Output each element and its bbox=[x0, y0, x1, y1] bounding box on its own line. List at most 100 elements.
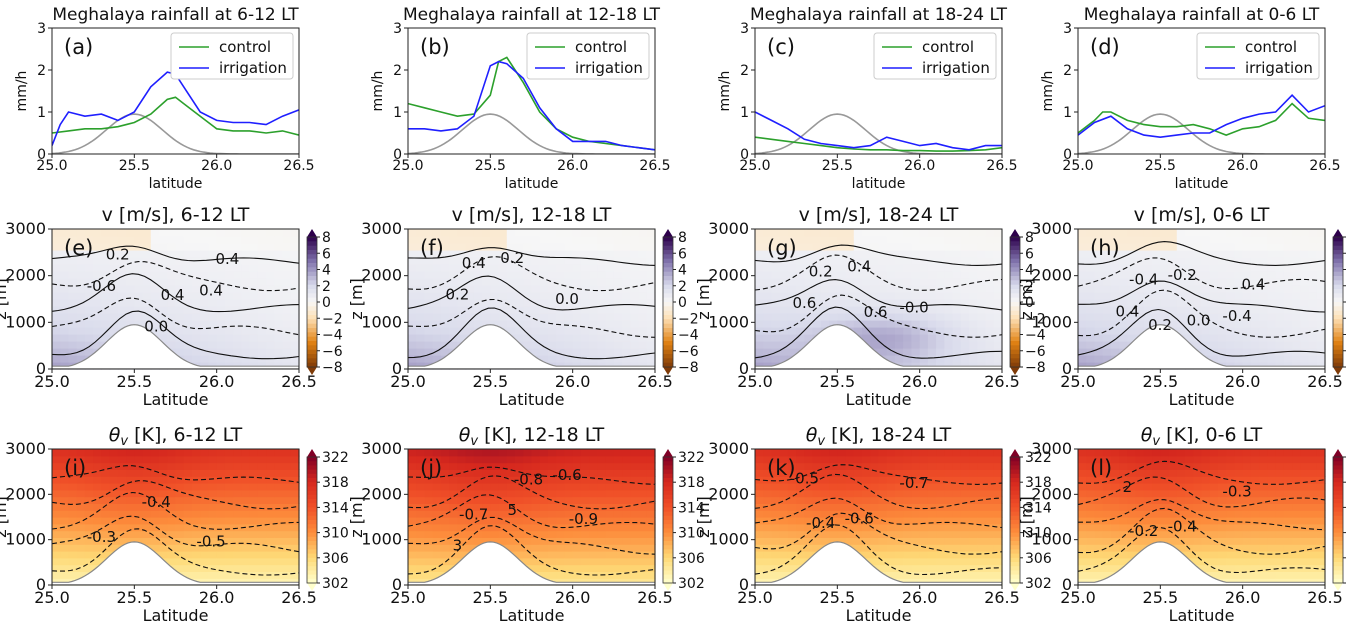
colorbar-tick-label: 318 bbox=[322, 475, 349, 491]
contour-label: -0.4 bbox=[806, 514, 835, 532]
colorbar-tick-label: 306 bbox=[1025, 551, 1052, 567]
contour-label: -0.7 bbox=[459, 506, 488, 524]
colorbar-tick-label: 322 bbox=[322, 450, 349, 466]
x-tick-label: 25.0 bbox=[1062, 158, 1093, 174]
contour-label: 5 bbox=[507, 501, 517, 519]
colorbar-tick-label: 314 bbox=[678, 500, 705, 516]
x-tick-label: 25.5 bbox=[119, 158, 150, 174]
x-tick-label: 25.0 bbox=[739, 158, 770, 174]
colorbar-frame bbox=[1332, 456, 1344, 584]
colorbar-tick-label: −8 bbox=[678, 360, 699, 376]
colorbar-bottom-arrow bbox=[1333, 583, 1343, 591]
contour-label: -0.9 bbox=[569, 510, 598, 528]
y-axis-label: mm/h bbox=[1040, 71, 1056, 112]
x-tick-label: 25.0 bbox=[390, 588, 426, 607]
y-tick-label: 2000 bbox=[361, 484, 402, 503]
plot-frame bbox=[51, 448, 300, 586]
colorbar-top-arrow bbox=[307, 229, 317, 237]
y-tick-label: 2 bbox=[1063, 63, 1072, 79]
panel-label: (d) bbox=[1090, 35, 1120, 59]
series-line-irrigation bbox=[408, 60, 655, 151]
terrain-mask bbox=[408, 541, 655, 585]
panel-label: (g) bbox=[767, 236, 797, 260]
terrain-mask bbox=[1078, 541, 1325, 585]
series-line-control bbox=[755, 136, 1002, 152]
contour-label: 0.2 bbox=[106, 245, 130, 263]
plot-frame bbox=[754, 448, 1003, 586]
x-tick-label: 26.5 bbox=[637, 588, 673, 607]
contour-label: -0.4 bbox=[142, 493, 171, 511]
contour-label: 0.2 bbox=[809, 262, 833, 280]
colorbar-bottom-arrow bbox=[1333, 367, 1343, 375]
x-tick-label: 25.0 bbox=[737, 372, 773, 391]
colorbar-tick-label: 302 bbox=[1025, 576, 1052, 592]
colorbar-tick-label: −6 bbox=[322, 344, 343, 360]
colorbar-top-arrow bbox=[1010, 449, 1020, 457]
contour-label: -0.4 bbox=[1222, 307, 1251, 325]
colorbar-tick-label: −6 bbox=[678, 344, 699, 360]
contour-line bbox=[408, 475, 655, 510]
contour-line bbox=[52, 273, 299, 313]
plot-frame bbox=[407, 228, 656, 370]
contour-label: 0.4 bbox=[161, 286, 185, 304]
contour-line bbox=[52, 261, 299, 292]
x-tick-label: 26.0 bbox=[904, 158, 935, 174]
plot-frame bbox=[754, 228, 1003, 370]
contour-label: -0.3 bbox=[1222, 482, 1251, 500]
x-tick-label: 26.0 bbox=[1225, 588, 1261, 607]
colorbar-tick-label: 2 bbox=[322, 279, 331, 295]
x-tick-label: 26.0 bbox=[199, 372, 235, 391]
y-tick-label: 2000 bbox=[5, 484, 46, 503]
colorbar-tick-label: 302 bbox=[678, 576, 705, 592]
y-axis-label: mm/h bbox=[717, 71, 733, 112]
x-tick-label: 26.5 bbox=[281, 588, 317, 607]
x-axis-label: latitude bbox=[1175, 176, 1229, 192]
y-tick-label: 2000 bbox=[1031, 484, 1072, 503]
colorbar-top-arrow bbox=[663, 449, 673, 457]
contour-line bbox=[52, 465, 299, 483]
panel-title: Meghalaya rainfall at 18-24 LT bbox=[750, 5, 1008, 25]
panel-label: (f) bbox=[420, 236, 444, 260]
x-axis-label: Latitude bbox=[143, 606, 209, 625]
contour-line bbox=[755, 473, 1002, 510]
contour-label: -0.4 bbox=[1129, 271, 1158, 289]
x-tick-label: 26.5 bbox=[1307, 588, 1343, 607]
contour-line bbox=[408, 256, 655, 292]
y-tick-label: 0 bbox=[392, 575, 402, 594]
series-line-control bbox=[52, 96, 299, 136]
x-axis-label: latitude bbox=[505, 176, 559, 192]
contour-line bbox=[755, 254, 1002, 291]
x-tick-label: 25.5 bbox=[1145, 158, 1176, 174]
y-tick-label: 3 bbox=[37, 21, 46, 37]
x-tick-label: 26.0 bbox=[557, 158, 588, 174]
colorbar-tick-label: −2 bbox=[322, 311, 343, 327]
x-tick-label: 26.5 bbox=[986, 158, 1017, 174]
legend-label-irrigation: irrigation bbox=[575, 59, 643, 77]
panel-title: v [m/s], 12-18 LT bbox=[452, 204, 612, 226]
y-tick-label: 3 bbox=[1063, 21, 1072, 37]
panel-title: Meghalaya rainfall at 12-18 LT bbox=[403, 5, 661, 25]
panel-label: (b) bbox=[420, 35, 450, 59]
colorbar-tick-label: 322 bbox=[1025, 450, 1052, 466]
colorbar-frame bbox=[662, 456, 674, 584]
contour-label: 0.0 bbox=[144, 318, 168, 336]
colorbar-tick-label: −8 bbox=[1025, 360, 1046, 376]
x-tick-label: 26.5 bbox=[984, 588, 1020, 607]
x-axis-label: Latitude bbox=[846, 390, 912, 409]
x-tick-label: 25.0 bbox=[36, 158, 67, 174]
y-tick-label: 0 bbox=[36, 575, 46, 594]
y-tick-label: 0 bbox=[37, 147, 46, 163]
x-tick-label: 25.0 bbox=[1060, 372, 1096, 391]
colorbar-top-arrow bbox=[1333, 449, 1343, 457]
x-tick-label: 26.0 bbox=[201, 158, 232, 174]
contour-label: -0.2 bbox=[1168, 266, 1197, 284]
y-tick-label: 3000 bbox=[361, 219, 402, 238]
panel-label: (i) bbox=[64, 456, 86, 480]
contour-line bbox=[408, 298, 655, 338]
x-tick-label: 25.5 bbox=[117, 588, 153, 607]
colorbar-tick-label: −4 bbox=[678, 328, 699, 344]
y-tick-label: 3 bbox=[393, 21, 402, 37]
contour-label: 3 bbox=[453, 536, 463, 554]
contour-line bbox=[1078, 526, 1325, 574]
contour-line bbox=[52, 480, 299, 510]
